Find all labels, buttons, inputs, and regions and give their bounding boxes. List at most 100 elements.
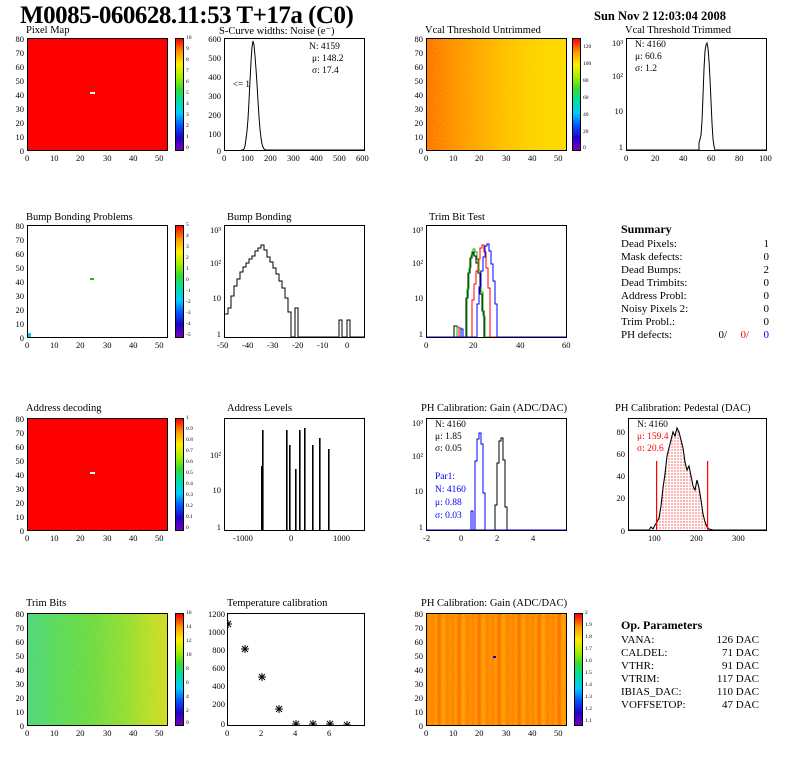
x-tick: 200 — [690, 533, 703, 543]
y-tick: 50 — [15, 651, 25, 661]
colorbar — [175, 418, 184, 531]
stat-mu: μ: 60.6 — [635, 52, 662, 62]
summary-label-trim-probl: Trim Probl.: — [621, 316, 676, 328]
y-tick: 0 — [19, 146, 24, 156]
colorbar-tick: 1.9 — [585, 622, 592, 628]
plot-frame — [27, 225, 168, 338]
panel-ph-gain-histogram: PH Calibration: Gain (ADC/DAC) N: 4160 μ… — [399, 403, 595, 548]
x-tick: 600 — [356, 153, 369, 163]
y-tick: 70 — [414, 623, 424, 633]
y-tick: 10 — [414, 707, 424, 717]
y-tick: 10³ — [209, 225, 221, 235]
summary-label-dead-pixels: Dead Pixels: — [621, 238, 677, 250]
colorbar-tick: 1.5 — [585, 670, 592, 676]
x-tick: 40 — [679, 153, 688, 163]
x-tick: 2 — [259, 728, 264, 738]
plot-frame — [626, 38, 767, 151]
plot-frame — [224, 225, 365, 338]
colorbar-tick: 0 — [583, 145, 586, 151]
x-tick: 20 — [76, 533, 85, 543]
y-tick: 60 — [15, 62, 25, 72]
panel-title: Bump Bonding Problems — [26, 212, 133, 223]
summary-heading: Summary — [621, 222, 672, 236]
x-tick: 50 — [554, 153, 563, 163]
panel-title: Pixel Map — [26, 25, 70, 36]
x-tick: 30 — [103, 533, 112, 543]
scurve-histogram — [241, 40, 364, 150]
stat-n: N: 4160 — [635, 40, 666, 50]
x-tick: 10 — [449, 728, 458, 738]
heatmap-noise-texture — [427, 39, 566, 150]
op-label-voffsetop: VOFFSETOP: — [621, 699, 686, 711]
y-tick: 0 — [418, 146, 423, 156]
x-tick: 10 — [50, 340, 59, 350]
colorbar-tick: 60 — [583, 95, 589, 101]
x-tick: 60 — [707, 153, 716, 163]
plot-frame — [27, 613, 168, 726]
y-tick: 10 — [15, 319, 25, 329]
x-tick: 40 — [129, 153, 138, 163]
y-tick: 1200 — [208, 609, 225, 619]
y-tick: 1 — [216, 522, 221, 532]
summary-value-ph-black: 0/ — [718, 329, 727, 341]
colorbar-tick: 1.1 — [585, 718, 592, 724]
x-tick: 50 — [155, 153, 164, 163]
colorbar-tick: 2 — [186, 255, 189, 261]
stat-sigma: σ: 17.4 — [312, 66, 339, 76]
summary-label-ph-defects: PH defects: — [621, 329, 673, 341]
y-tick: 30 — [15, 484, 25, 494]
x-tick: 10 — [50, 533, 59, 543]
colorbar-tick: 0.5 — [186, 470, 193, 476]
x-tick: 20 — [469, 340, 478, 350]
bump-defect-marker — [90, 278, 94, 280]
colorbar-tick: 80 — [583, 78, 589, 84]
stat-par1-label: Par1: — [435, 472, 456, 482]
x-tick: 0 — [25, 340, 30, 350]
x-tick: 0 — [25, 728, 30, 738]
x-tick: 40 — [528, 728, 537, 738]
ph-gain-histograms — [427, 432, 566, 530]
colorbar-tick: 0.1 — [186, 514, 193, 520]
op-label-vthr: VTHR: — [621, 660, 654, 672]
y-tick: 40 — [15, 277, 25, 287]
colorbar — [175, 613, 184, 726]
colorbar-tick: 2 — [186, 123, 189, 129]
colorbar-tick: 120 — [583, 44, 592, 50]
x-tick: -30 — [267, 340, 279, 350]
x-tick: 100 — [759, 153, 772, 163]
x-tick: 40 — [129, 340, 138, 350]
x-tick: 40 — [129, 728, 138, 738]
plot-frame — [426, 38, 567, 151]
x-tick: 0 — [25, 153, 30, 163]
panel-trim-bit-test: Trim Bit Test 10³ 10² 10 1 0 20 40 60 — [399, 212, 595, 352]
x-tick: 20 — [651, 153, 660, 163]
y-tick: 1 — [418, 329, 423, 339]
x-tick: 0 — [459, 533, 464, 543]
y-tick: 50 — [15, 263, 25, 273]
vcal-trimmed-histogram — [627, 41, 766, 150]
colorbar-tick: -3 — [186, 310, 191, 316]
y-tick: 1000 — [208, 627, 225, 637]
summary-label-dead-trimbits: Dead Trimbits: — [621, 277, 688, 289]
op-label-ibias-dac: IBIAS_DAC: — [621, 686, 682, 698]
summary-value-mask-defects: 0 — [763, 251, 770, 263]
colorbar-tick: 6 — [186, 680, 189, 686]
temperature-scatter — [228, 620, 351, 725]
y-tick: 80 — [414, 34, 424, 44]
colorbar-tick: 7 — [186, 68, 189, 74]
y-tick: 400 — [212, 681, 225, 691]
x-tick: 0 — [624, 153, 629, 163]
y-tick: 20 — [15, 118, 25, 128]
colorbar-tick: 16 — [186, 610, 192, 616]
summary-value-noisy-pixels: 0 — [763, 303, 770, 315]
colorbar-tick: 0 — [186, 720, 189, 726]
timestamp: Sun Nov 2 12:03:04 2008 — [594, 9, 726, 23]
y-tick: 40 — [15, 470, 25, 480]
address-defect-marker — [90, 472, 95, 474]
colorbar-tick: 0.7 — [186, 448, 193, 454]
y-tick: 200 — [208, 110, 221, 120]
annotation-threshold: <= 1 — [233, 79, 250, 89]
x-tick: 6 — [327, 728, 332, 738]
x-tick: 0 — [225, 728, 230, 738]
panel-title: Vcal Threshold Trimmed — [625, 25, 731, 36]
